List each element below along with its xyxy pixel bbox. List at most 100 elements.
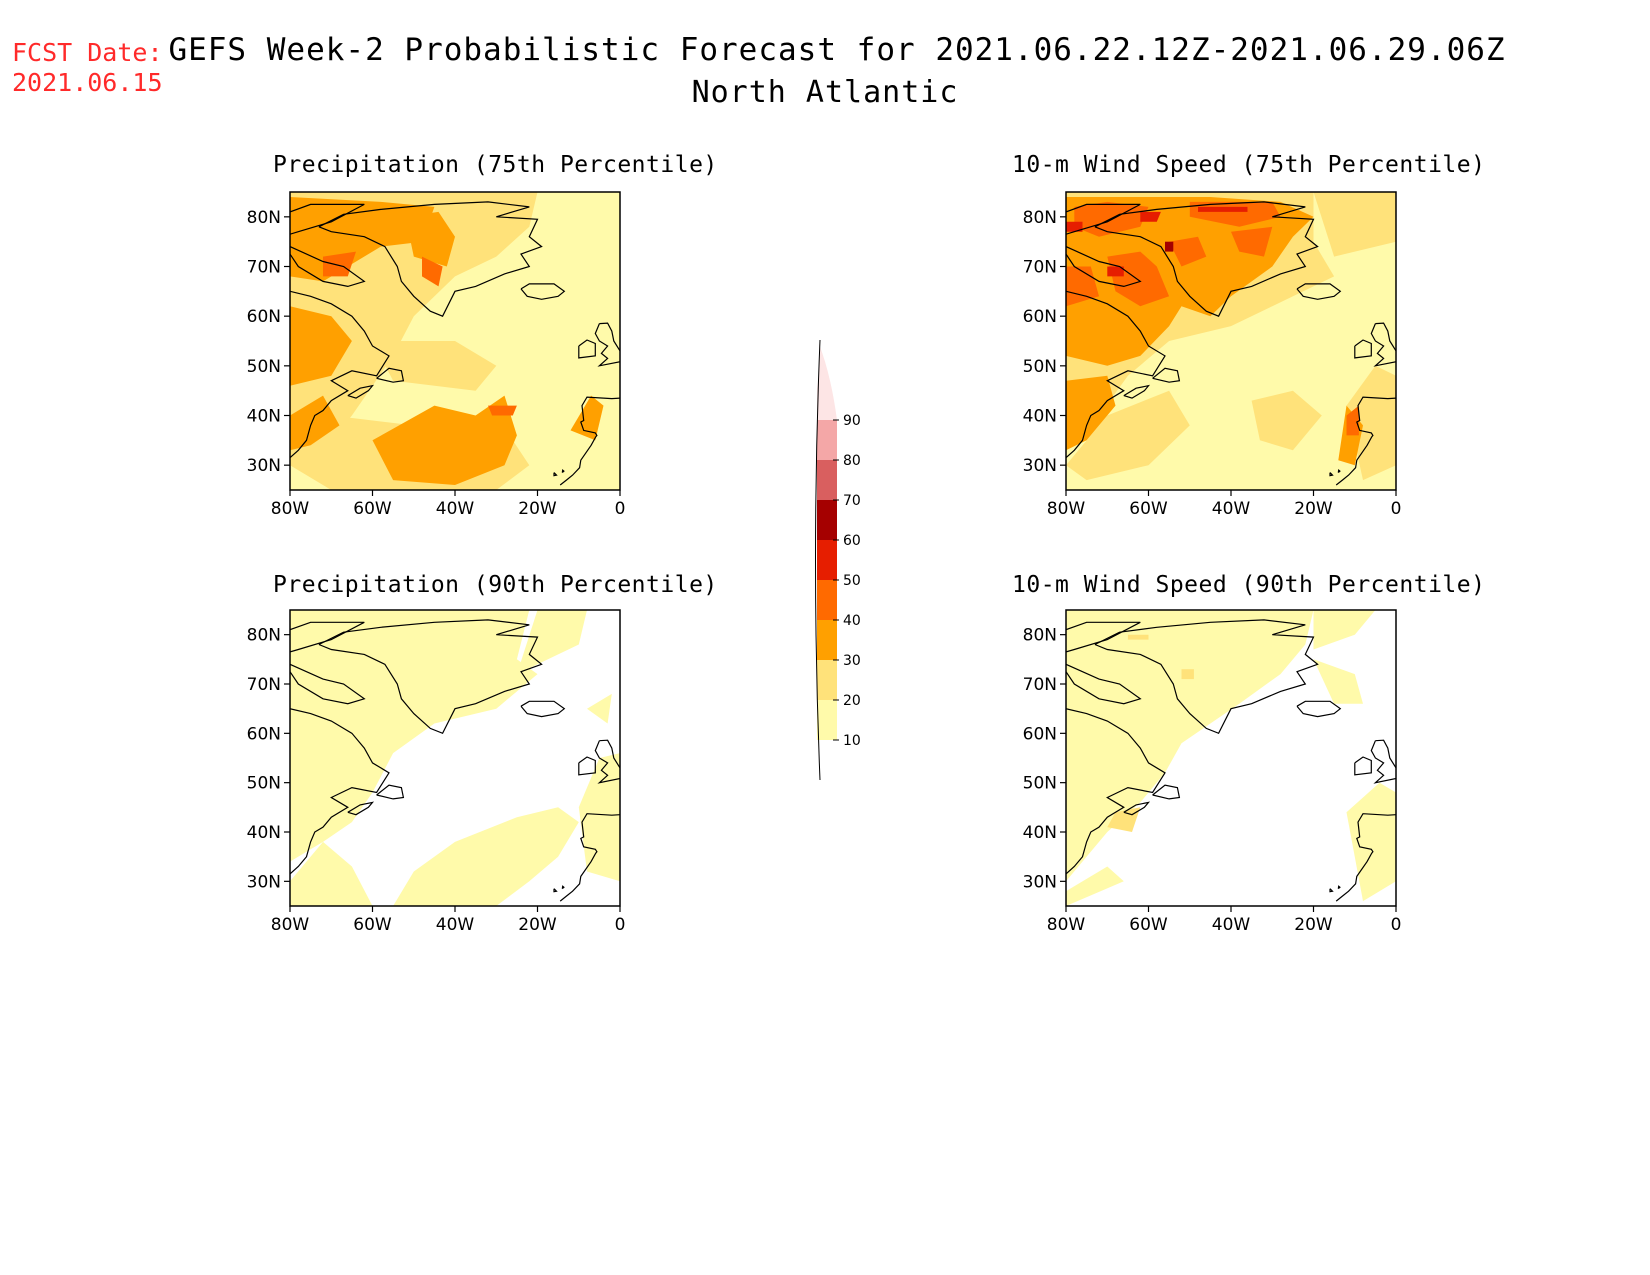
coastline xyxy=(561,885,565,890)
coastline xyxy=(1094,619,1319,735)
colorbar: 10 20 30 40 50 60 70 80 90 xyxy=(815,339,861,781)
map-fill-wind75 xyxy=(1066,192,1396,490)
probability-contour-50 xyxy=(1140,211,1161,222)
coastline xyxy=(1354,339,1372,359)
colorbar-label: 70 xyxy=(843,493,861,509)
coastline xyxy=(290,708,390,875)
lat-label: 50N xyxy=(247,774,281,794)
lon-label: 0 xyxy=(1391,499,1402,519)
colorbar-swatch-40 xyxy=(817,580,837,620)
coastline xyxy=(520,700,566,718)
probability-contour-30 xyxy=(290,306,352,386)
probability-contour-20 xyxy=(1251,390,1322,451)
fcst-date-value: 2021.06.15 xyxy=(12,68,163,97)
panel-title-wind90: 10-m Wind Speed (90th Percentile) xyxy=(1012,572,1486,598)
probability-contour-10 xyxy=(1066,866,1124,906)
probability-contour-40 xyxy=(1231,226,1273,257)
panel-title-precip75: Precipitation (75th Percentile) xyxy=(273,152,718,178)
coastline xyxy=(1094,201,1319,317)
coastline xyxy=(553,888,558,893)
lat-label: 70N xyxy=(247,675,281,695)
lat-label: 70N xyxy=(1023,258,1057,278)
lon-label: 0 xyxy=(615,499,626,519)
coastline xyxy=(578,339,596,359)
coastline xyxy=(1066,663,1142,705)
coastline xyxy=(1066,708,1166,875)
lat-label: 30N xyxy=(1023,872,1057,892)
coastline xyxy=(1335,813,1396,902)
panel-title-wind75: 10-m Wind Speed (75th Percentile) xyxy=(1012,152,1486,178)
coastline xyxy=(578,756,596,776)
lat-label: 50N xyxy=(1023,774,1057,794)
coastline xyxy=(1296,700,1342,718)
probability-contour-20 xyxy=(1107,807,1141,832)
probability-contour-40 xyxy=(422,256,443,287)
probability-contour-40 xyxy=(488,405,517,416)
coastline xyxy=(290,203,365,235)
probability-contour-40 xyxy=(1107,251,1170,307)
fcst-date-block: FCST Date: 2021.06.15 xyxy=(12,38,163,98)
lat-label: 80N xyxy=(1023,208,1057,228)
probability-contour-10 xyxy=(1313,610,1376,650)
coastline xyxy=(1296,283,1342,300)
coastline xyxy=(1066,290,1166,459)
colorbar-swatch-30 xyxy=(817,620,837,660)
lat-label: 70N xyxy=(1023,675,1057,695)
probability-contour-30 xyxy=(570,395,604,441)
lat-label: 60N xyxy=(1023,724,1057,744)
lat-label: 40N xyxy=(1023,407,1057,427)
coastline xyxy=(1354,756,1372,776)
colorbar-label: 10 xyxy=(843,733,861,749)
colorbar-swatch-80 xyxy=(817,420,837,460)
coastline xyxy=(318,201,543,317)
lon-label: 0 xyxy=(615,915,626,935)
colorbar-label: 80 xyxy=(843,453,861,469)
lat-label: 40N xyxy=(1023,823,1057,843)
coastline xyxy=(290,663,366,705)
colorbar-swatch-90 xyxy=(817,344,837,420)
map-fill-wind90 xyxy=(1066,610,1396,906)
subtitle: North Atlantic xyxy=(691,75,959,110)
probability-contour-10 xyxy=(290,610,538,862)
probability-contour-20 xyxy=(1127,634,1149,640)
coastline xyxy=(1370,322,1396,367)
lat-label: 80N xyxy=(1023,626,1057,646)
probability-contour-20 xyxy=(1181,669,1194,680)
probability-contour-40 xyxy=(1169,236,1207,267)
coastline xyxy=(1337,885,1341,890)
colorbar-swatch-60 xyxy=(817,500,837,540)
map-fill-precip90 xyxy=(290,610,620,906)
lat-label: 30N xyxy=(1023,456,1057,476)
coastline xyxy=(290,290,390,459)
fcst-date-label: FCST Date: xyxy=(12,38,163,67)
coastline xyxy=(1152,784,1181,800)
coastline xyxy=(561,468,565,474)
coastline xyxy=(553,472,558,477)
probability-contour-30 xyxy=(290,395,340,451)
lon-label: 40W xyxy=(436,499,475,519)
map-panel-wind90: 80N 70N 60N 50N 40N 30N 80W 60W 40W 20W 0 xyxy=(1023,609,1401,935)
coastline xyxy=(559,813,620,902)
coastline xyxy=(559,396,620,486)
coastline xyxy=(1152,367,1181,383)
lon-label: 60W xyxy=(353,915,392,935)
probability-contour-20 xyxy=(1066,390,1190,481)
probability-contour-10 xyxy=(578,753,620,882)
probability-contour-60 xyxy=(1165,241,1174,252)
map-panel-precip90: 80N 70N 60N 50N 40N 30N 80W 60W 40W 20W 0 xyxy=(247,609,626,935)
coastline xyxy=(1066,246,1142,288)
probability-contour-50 xyxy=(1107,266,1124,277)
lat-label: 40N xyxy=(247,823,281,843)
lat-label: 50N xyxy=(247,357,281,377)
probability-contour-50 xyxy=(1198,206,1248,212)
coastline xyxy=(1337,468,1341,474)
probability-contour-30 xyxy=(1066,375,1116,451)
lon-label: 80W xyxy=(1047,915,1086,935)
map-panel-precip75: 80N 70N 60N 50N 40N 30N 80W 60W 40W 20W 0 xyxy=(247,191,626,519)
lat-label: 40N xyxy=(247,407,281,427)
lon-label: 60W xyxy=(353,499,392,519)
lon-label: 80W xyxy=(1047,499,1086,519)
coastline xyxy=(1329,472,1334,477)
probability-contour-30 xyxy=(405,211,455,267)
